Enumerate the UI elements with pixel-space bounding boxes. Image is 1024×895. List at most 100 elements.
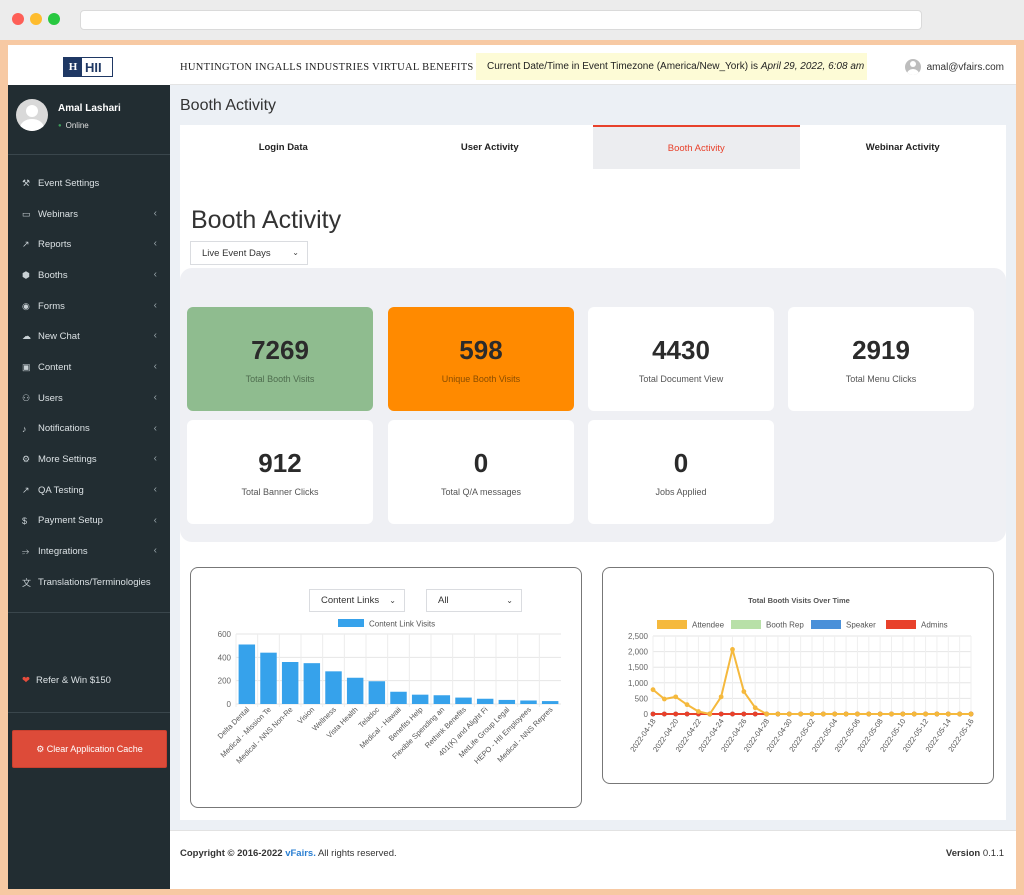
hii-logo[interactable]: H HII	[63, 57, 113, 77]
sidebar-item-integrations[interactable]: ⭌ Integrations ‹	[8, 536, 170, 567]
stat-value: 7269	[251, 335, 309, 365]
legend-swatch	[731, 620, 761, 629]
y-tick-label: 400	[218, 653, 232, 662]
stat-value: 0	[673, 448, 689, 478]
booth-filter-select[interactable]: All ⌄	[426, 589, 522, 612]
avatar	[16, 99, 48, 131]
sidebar-item-label: Event Settings	[38, 177, 100, 189]
content-type-select[interactable]: Content Links ⌄	[309, 589, 405, 612]
usb-icon: ⭌	[22, 546, 30, 557]
day-filter-select[interactable]: Live Event Days ⌄	[190, 241, 308, 265]
sidebar-item-users[interactable]: ⚇ Users ‹	[8, 383, 170, 414]
y-tick-label: 1,000	[628, 679, 649, 688]
bell-icon: ♪	[22, 423, 27, 434]
chevron-down-icon: ⌄	[292, 248, 299, 257]
clear-cache-button[interactable]: ⚙ Clear Application Cache	[12, 730, 167, 768]
sidebar-item-label: Forms	[38, 300, 65, 312]
sidebar-item-webinars[interactable]: ▭ Webinars ‹	[8, 199, 170, 230]
chevron-down-icon: ⌄	[389, 596, 396, 605]
tab-booth-activity[interactable]: Booth Activity	[593, 125, 800, 169]
user-menu[interactable]: amal@vfairs.com	[904, 59, 1004, 75]
sidebar-item-reports[interactable]: ↗ Reports ‹	[8, 229, 170, 260]
sidebar-item-forms[interactable]: ◉ Forms ‹	[8, 291, 170, 322]
refer-label: Refer & Win $150	[35, 675, 111, 686]
tab-webinar-activity[interactable]: Webinar Activity	[865, 141, 940, 153]
sidebar-item-translations-terminologies[interactable]: 文 Translations/Terminologies	[8, 567, 170, 598]
data-point	[661, 696, 667, 702]
version-label: Version	[945, 848, 981, 859]
tab-login-data[interactable]: Login Data	[258, 141, 308, 153]
area-chart-icon: ↗	[22, 484, 30, 495]
line-chart-icon: ↗	[22, 239, 30, 250]
data-point	[764, 711, 769, 717]
data-point	[809, 711, 815, 717]
refer-win-link[interactable]: ❤ Refer & Win $150	[22, 675, 111, 686]
booth-filter-value: All	[438, 595, 449, 606]
bar	[260, 652, 277, 704]
stat-card-total-booth-visits: 7269 Total Booth Visits	[187, 307, 373, 411]
wrench-icon: ⚒	[22, 177, 31, 188]
chevron-down-icon: ⌄	[506, 596, 513, 605]
data-point	[775, 711, 781, 717]
chart-title: Total Booth Visits Over Time	[748, 596, 850, 605]
stat-value: 912	[258, 448, 302, 478]
sidebar-item-payment-setup[interactable]: $ Payment Setup ‹	[8, 506, 170, 537]
data-point	[934, 711, 940, 717]
data-point	[730, 711, 735, 717]
sidebar-item-content[interactable]: ▣ Content ‹	[8, 352, 170, 383]
legend-swatch	[657, 620, 687, 629]
maximize-window-button[interactable]	[48, 13, 60, 25]
bar	[455, 697, 472, 704]
close-window-button[interactable]	[12, 13, 24, 25]
sidebar-item-label: QA Testing	[38, 484, 84, 496]
data-point	[752, 705, 758, 711]
sidebar-item-qa-testing[interactable]: ↗ QA Testing ‹	[8, 475, 170, 506]
copyright-prefix: Copyright © 2016-2022	[180, 848, 286, 859]
sidebar-item-label: Webinars	[38, 208, 78, 220]
sidebar-item-notifications[interactable]: ♪ Notifications ‹	[8, 414, 170, 445]
tab-user-activity[interactable]: User Activity	[460, 141, 519, 153]
event-time-banner: Current Date/Time in Event Timezone (Ame…	[476, 53, 867, 80]
bar	[541, 701, 559, 704]
content-box: Login Data User Activity Booth Activity Web…	[180, 125, 1006, 820]
address-bar[interactable]	[80, 10, 922, 30]
minimize-window-button[interactable]	[30, 13, 42, 25]
profile-name: Amal Lashari	[58, 103, 121, 114]
content-type-value: Content Links	[321, 595, 380, 606]
sidebar-item-new-chat[interactable]: ☁ New Chat ‹	[8, 321, 170, 352]
data-point	[752, 711, 758, 717]
data-point	[877, 711, 883, 717]
version-value: 0.1.1	[980, 848, 1004, 859]
data-point	[855, 711, 860, 717]
sidebar-item-booths[interactable]: ⬢ Booths ‹	[8, 260, 170, 291]
booth-visits-line-chart: Total Booth Visits Over Time Attendee Boot…	[628, 596, 976, 754]
data-point	[968, 711, 974, 717]
sidebar-item-more-settings[interactable]: ⚙ More Settings ‹	[8, 444, 170, 475]
legend-label: Admins	[921, 621, 948, 630]
sidebar-item-event-settings[interactable]: ⚒ Event Settings	[8, 168, 170, 199]
sidebar-item-label: Users	[38, 392, 63, 404]
bar	[303, 663, 321, 704]
data-point	[718, 694, 724, 700]
y-tick-label: 1,500	[628, 663, 649, 672]
sidebar-item-label: New Chat	[38, 331, 80, 343]
data-point	[741, 711, 747, 717]
data-point	[707, 711, 713, 717]
users-icon: ⚇	[22, 392, 31, 403]
footer: Copyright © 2016-2022 vFairs. All rights…	[170, 830, 1016, 889]
online-status: Online	[58, 121, 89, 130]
main-content: Booth Activity Login Data User Activity Bo…	[170, 85, 1016, 889]
stat-label: Total Booth Visits	[245, 374, 315, 384]
stat-value: 598	[459, 335, 503, 365]
stat-label: Unique Booth Visits	[441, 374, 521, 384]
sidebar-menu: ⚒ Event Settings ▭ Webinars ‹ ↗ Reports ‹ ⬢ Booth…	[8, 168, 170, 598]
data-point	[673, 694, 679, 700]
event-time-value: April 29, 2022, 6:08 am	[760, 61, 865, 72]
data-point	[741, 689, 747, 694]
brand-link[interactable]: vFairs.	[285, 848, 316, 859]
bar	[520, 700, 537, 704]
gear-icon: ⚙	[22, 454, 31, 465]
app-window: H HII HUNTINGTON INGALLS INDUSTRIES VIRT…	[8, 45, 1016, 889]
stat-value: 4430	[652, 335, 710, 365]
